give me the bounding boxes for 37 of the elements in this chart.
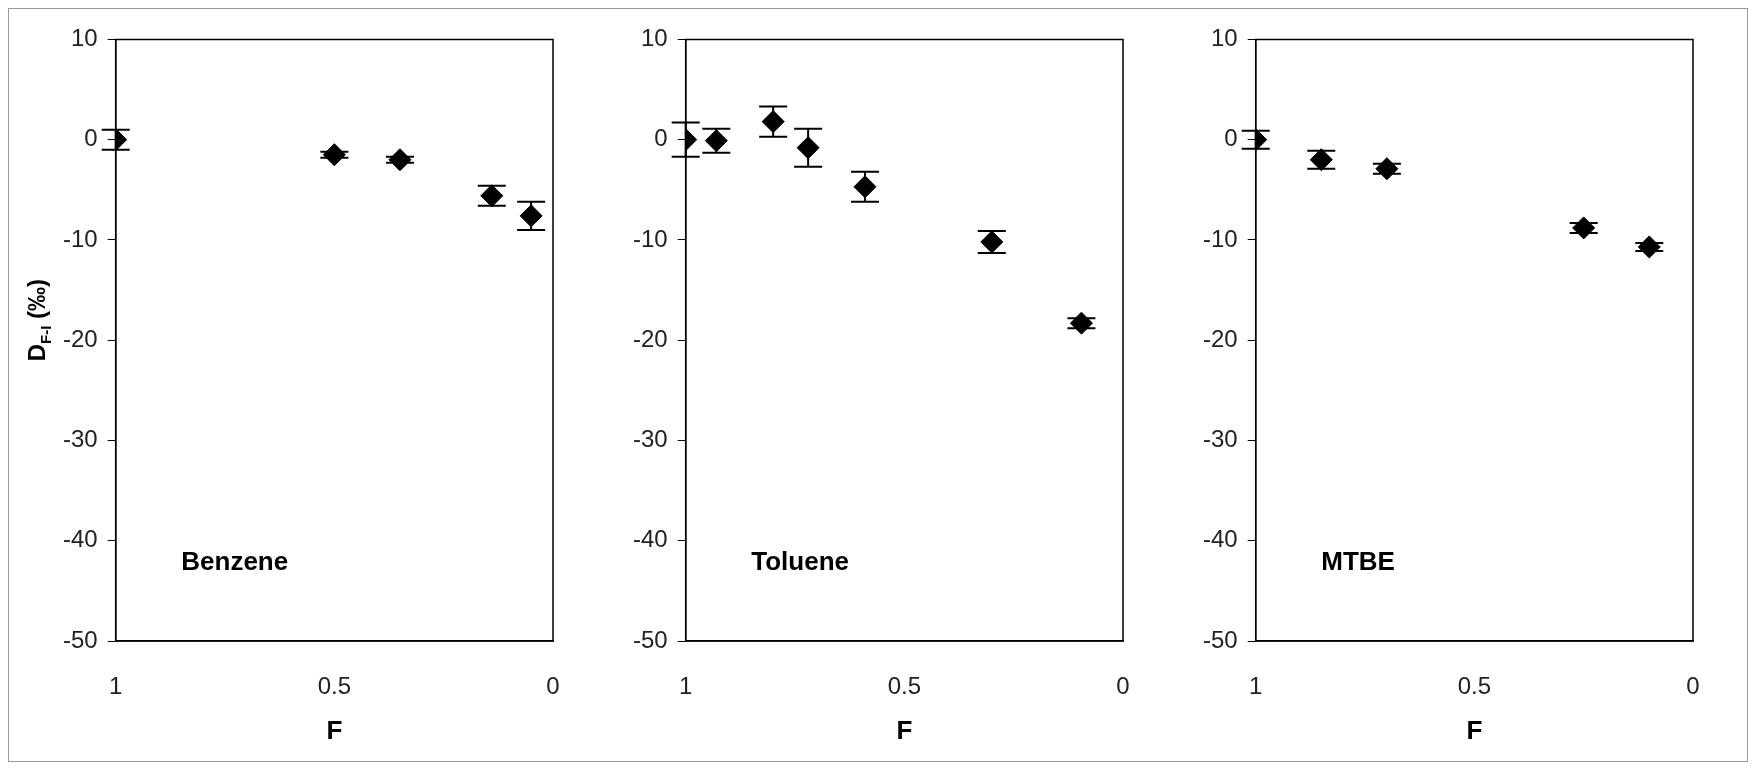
y-tick-label: 10: [640, 24, 668, 52]
x-axis-title: F: [1466, 714, 1483, 745]
x-axis-title: F: [896, 714, 913, 745]
x-tick-label: 1: [1249, 672, 1263, 700]
y-tick-label: -50: [1203, 625, 1238, 653]
y-tick-label: -40: [633, 525, 668, 553]
annotation: MTBE: [1321, 545, 1395, 576]
y-tick-label: -30: [633, 425, 668, 453]
x-tick-label: 1: [679, 672, 693, 700]
x-tick-label: 0: [1686, 672, 1700, 700]
x-tick-label: 0: [546, 672, 560, 700]
y-tick-label: -40: [1203, 525, 1238, 553]
y-tick-label: 10: [70, 24, 98, 52]
y-tick-label: -30: [63, 425, 98, 453]
x-tick-label: 1: [109, 672, 123, 700]
y-tick-label: -10: [63, 224, 98, 252]
y-tick-label: 0: [84, 124, 98, 152]
x-tick-label: 0: [1116, 672, 1130, 700]
y-tick-label: -20: [1203, 324, 1238, 352]
annotation: Benzene: [181, 545, 289, 576]
y-tick-label: 0: [1224, 124, 1238, 152]
y-tick-label: -50: [63, 625, 98, 653]
y-tick-label: 10: [1210, 24, 1238, 52]
x-axis-title: F: [326, 714, 343, 745]
y-tick-label: 0: [654, 124, 668, 152]
annotation: Toluene: [751, 545, 850, 576]
x-tick-label: 0.5: [887, 672, 922, 700]
x-tick-label: 0.5: [1457, 672, 1492, 700]
y-tick-label: -20: [63, 324, 98, 352]
y-tick-label: -10: [1203, 224, 1238, 252]
y-axis-title: DF-I (‰): [23, 279, 54, 362]
y-tick-label: -10: [633, 224, 668, 252]
y-tick-label: -40: [63, 525, 98, 553]
y-tick-label: -20: [633, 324, 668, 352]
y-tick-label: -30: [1203, 425, 1238, 453]
y-tick-label: -50: [633, 625, 668, 653]
x-tick-label: 0.5: [317, 672, 352, 700]
